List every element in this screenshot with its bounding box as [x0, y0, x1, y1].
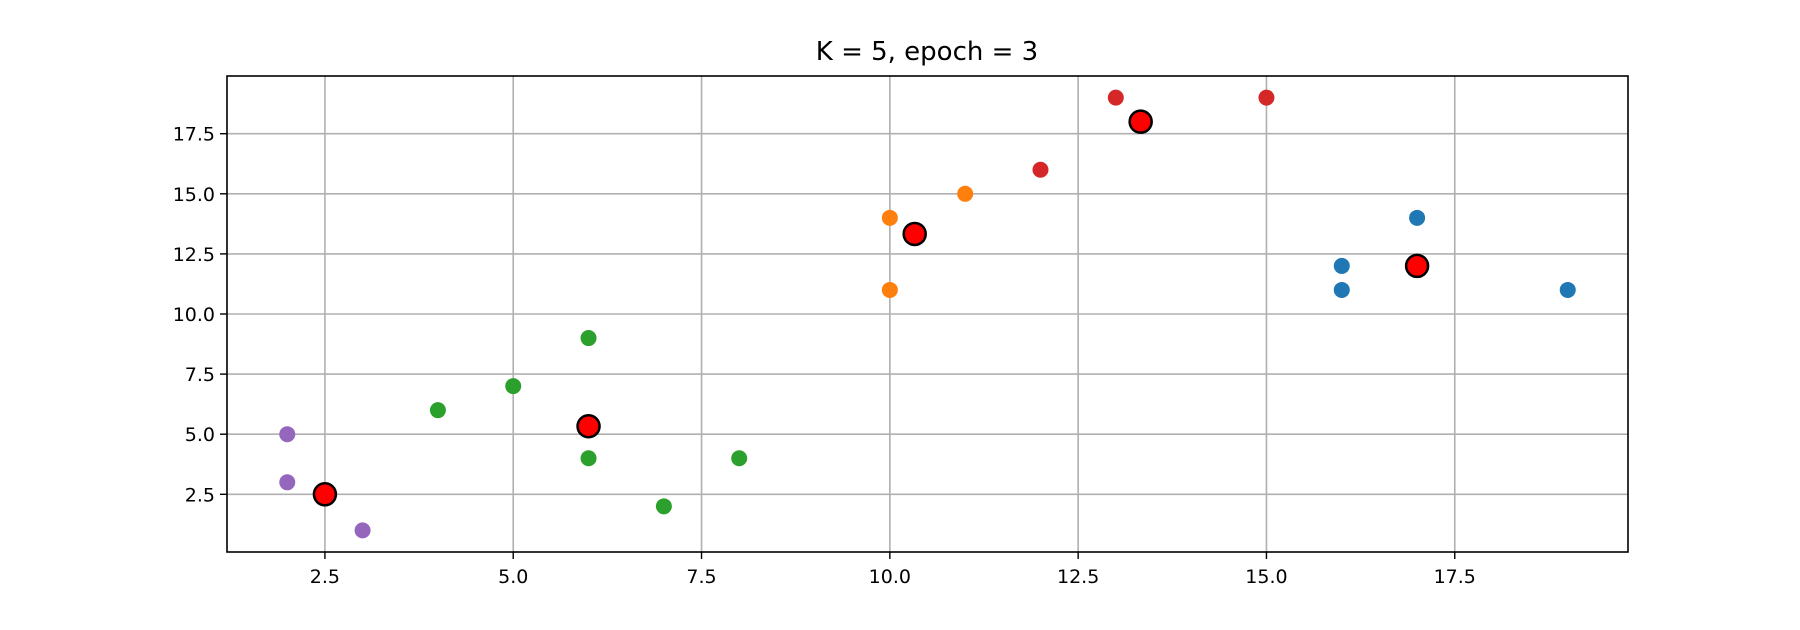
- data-point: [279, 426, 296, 443]
- data-point: [655, 498, 672, 515]
- data-point: [1032, 161, 1049, 178]
- data-point: [429, 402, 446, 419]
- x-tick-label: 15.0: [1245, 566, 1287, 588]
- data-point: [1107, 89, 1124, 106]
- x-tick-label: 5.0: [498, 566, 528, 588]
- grid: [227, 76, 1628, 552]
- x-tick-label: 17.5: [1434, 566, 1476, 588]
- y-tick-label: 12.5: [173, 244, 215, 266]
- data-point: [580, 450, 597, 467]
- data-point: [957, 185, 974, 202]
- x-axis-ticks: 2.5 5.0 7.5 10.0 12.5 15.0 17.5: [310, 552, 1476, 588]
- x-tick-label: 2.5: [310, 566, 340, 588]
- y-tick-label: 5.0: [185, 424, 215, 446]
- y-tick-label: 7.5: [185, 364, 215, 386]
- data-point: [1333, 257, 1350, 274]
- centroid-point: [902, 221, 927, 247]
- data-point: [881, 281, 898, 298]
- x-tick-label: 7.5: [686, 566, 716, 588]
- data-point: [881, 209, 898, 226]
- x-tick-label: 12.5: [1057, 566, 1099, 588]
- centroid-point: [312, 482, 338, 507]
- y-tick-label: 2.5: [185, 484, 215, 506]
- data-point: [279, 474, 296, 491]
- centroids: [312, 109, 1430, 507]
- data-points: [279, 89, 1576, 539]
- centroid-point: [1128, 109, 1153, 134]
- data-point: [354, 522, 371, 539]
- data-point: [1409, 209, 1426, 226]
- y-tick-label: 17.5: [173, 124, 215, 146]
- y-tick-label: 10.0: [173, 304, 215, 326]
- data-point: [731, 450, 748, 467]
- x-tick-label: 10.0: [869, 566, 911, 588]
- data-point: [505, 378, 522, 395]
- y-tick-label: 15.0: [173, 184, 215, 206]
- chart-title: K = 5, epoch = 3: [816, 37, 1038, 67]
- data-point: [1559, 281, 1576, 298]
- data-point: [1258, 89, 1275, 106]
- centroid-point: [1404, 253, 1430, 279]
- centroid-point: [576, 414, 601, 439]
- y-axis-ticks: 2.5 5.0 7.5 10.0 12.5 15.0 17.5: [173, 124, 227, 506]
- data-point: [580, 330, 597, 347]
- data-point: [1333, 281, 1350, 298]
